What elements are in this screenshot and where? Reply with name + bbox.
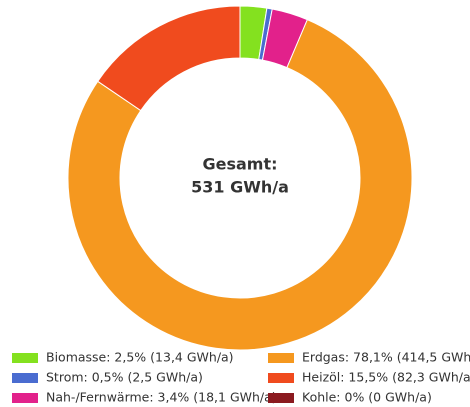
legend-label: Nah-/Fernwärme: 3,4% (18,1 GWh/a) bbox=[46, 390, 277, 405]
center-title: Gesamt: bbox=[202, 155, 277, 174]
legend-label: Strom: 0,5% (2,5 GWh/a) bbox=[46, 370, 203, 385]
legend-label: Heizöl: 15,5% (82,3 GWh/a) bbox=[302, 370, 470, 385]
legend-swatch bbox=[268, 353, 294, 363]
legend-label: Erdgas: 78,1% (414,5 GWh/a) bbox=[302, 350, 470, 365]
donut-slice bbox=[67, 19, 413, 351]
legend-swatch bbox=[12, 373, 38, 383]
legend-swatch bbox=[12, 353, 38, 363]
legend-swatch bbox=[12, 393, 38, 403]
center-total: 531 GWh/a bbox=[191, 178, 289, 197]
legend-swatch bbox=[268, 373, 294, 383]
legend-swatch bbox=[268, 393, 294, 403]
legend-label: Biomasse: 2,5% (13,4 GWh/a) bbox=[46, 350, 234, 365]
donut-slice bbox=[97, 5, 241, 112]
legend-label: Kohle: 0% (0 GWh/a) bbox=[302, 390, 432, 405]
